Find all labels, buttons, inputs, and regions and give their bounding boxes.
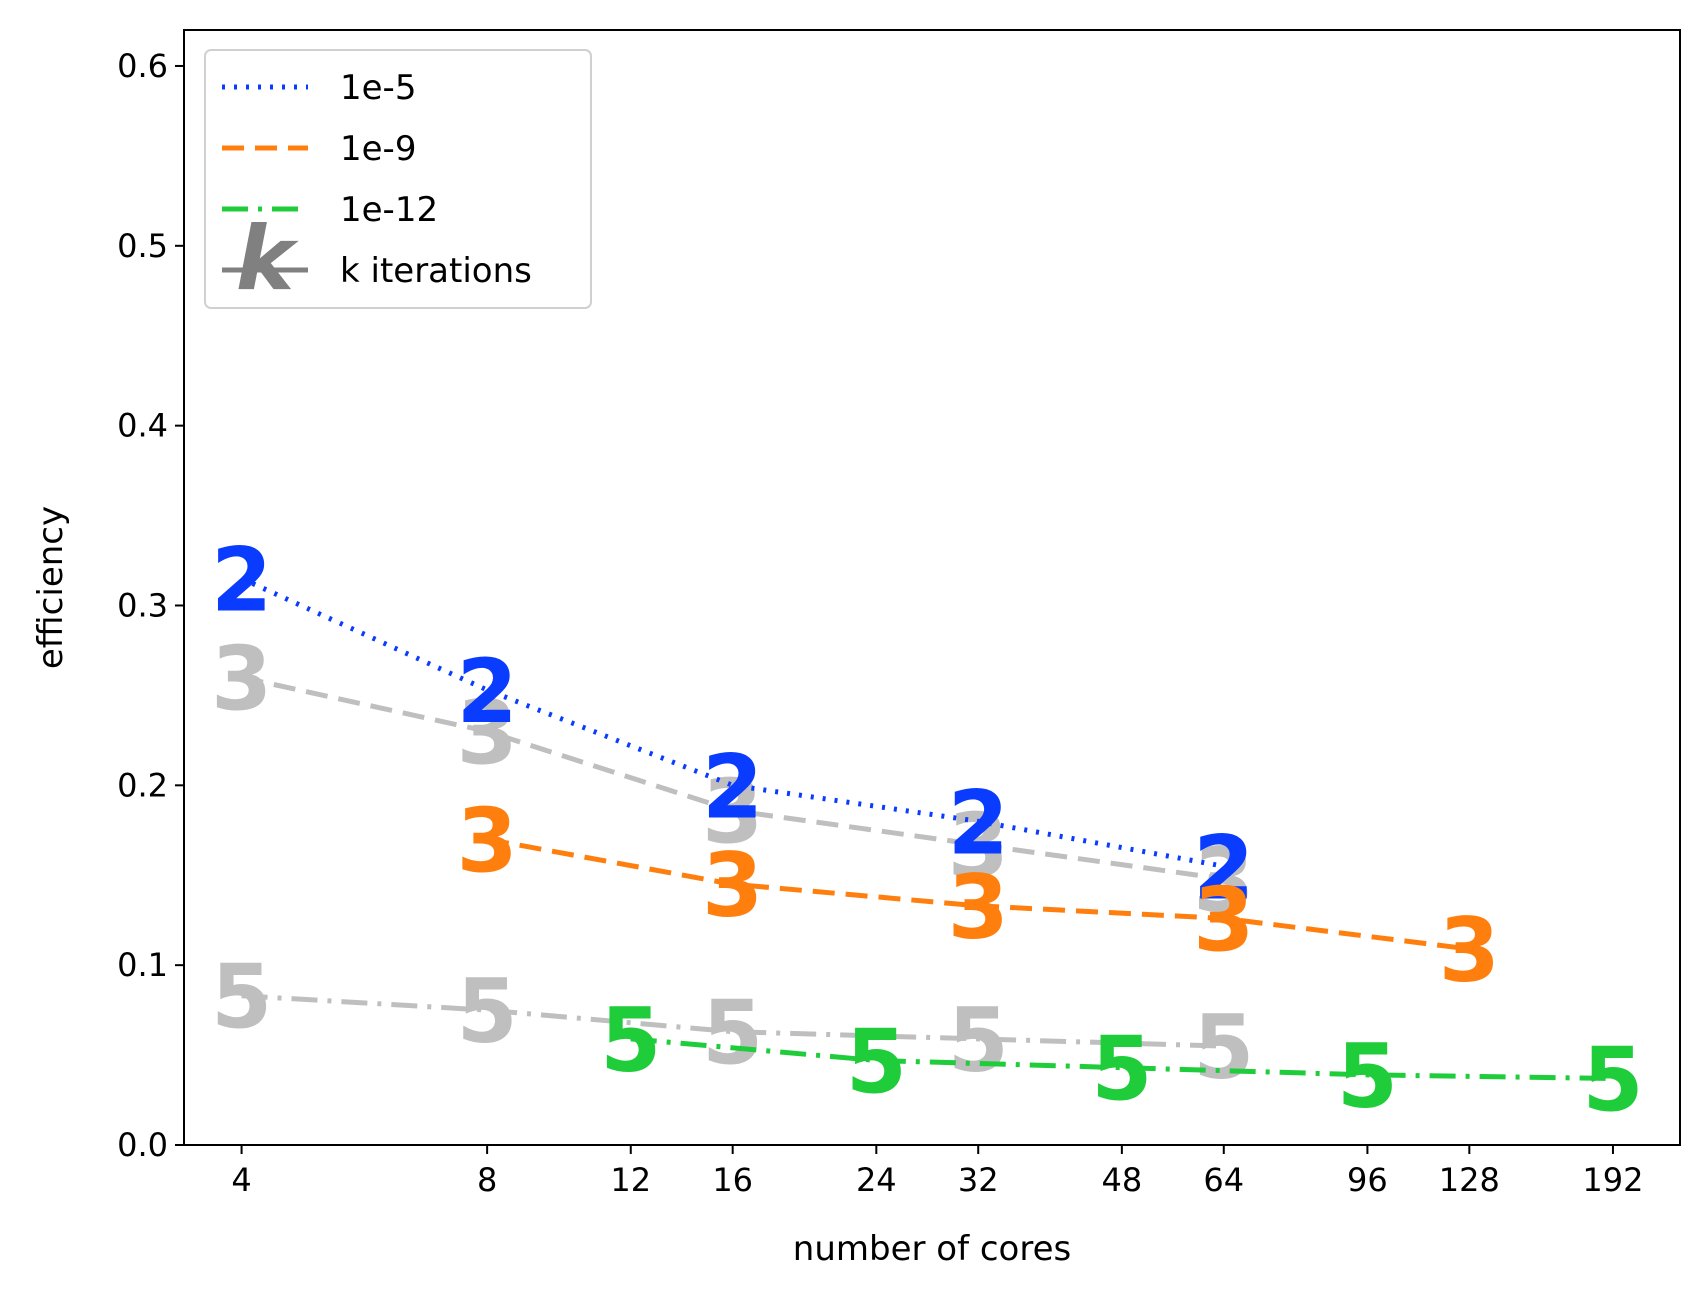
data-label: 2 bbox=[702, 735, 763, 838]
data-label: 3 bbox=[457, 681, 518, 784]
data-label: 2 bbox=[1193, 816, 1254, 919]
x-axis-ticks: 4 8 12 16 24 32 48 64 96 128 192 bbox=[231, 1145, 1643, 1199]
legend-entry: 1e-9 bbox=[222, 129, 416, 169]
series-1e-5: 2 2 2 2 2 bbox=[211, 529, 1254, 920]
data-label: 5 bbox=[600, 989, 661, 1092]
series-line bbox=[630, 1036, 1613, 1081]
legend-label: 1e-5 bbox=[340, 68, 416, 108]
legend: 1e-5 1e-9 1e-12 k k iterations bbox=[204, 49, 592, 310]
series-line bbox=[240, 576, 1225, 869]
data-label: 5 bbox=[457, 960, 518, 1063]
y-tick-label: 0.3 bbox=[117, 586, 168, 624]
data-label: 3 bbox=[1193, 829, 1254, 932]
data-label: 5 bbox=[1582, 1028, 1643, 1131]
data-label: 3 bbox=[702, 834, 763, 937]
data-label: 2 bbox=[211, 529, 272, 632]
x-tick-label: 64 bbox=[1203, 1161, 1244, 1199]
series-line bbox=[486, 836, 1470, 952]
x-tick-label: 192 bbox=[1582, 1161, 1643, 1199]
data-label: 5 bbox=[948, 989, 1009, 1092]
x-tick-label: 96 bbox=[1347, 1161, 1388, 1199]
data-label: 2 bbox=[457, 640, 518, 743]
data-label: 5 bbox=[1091, 1018, 1152, 1121]
x-tick-label: 16 bbox=[712, 1161, 753, 1199]
data-label: 3 bbox=[457, 789, 518, 892]
data-label: 5 bbox=[1337, 1025, 1398, 1128]
data-label: 3 bbox=[702, 761, 763, 864]
data-label: 5 bbox=[1193, 996, 1254, 1099]
y-tick-label: 0.4 bbox=[117, 407, 168, 445]
legend-entry: k k iterations bbox=[222, 207, 532, 310]
y-tick-label: 0.2 bbox=[117, 766, 168, 804]
data-label: 3 bbox=[948, 795, 1009, 898]
y-tick-label: 0.0 bbox=[117, 1126, 168, 1164]
x-tick-label: 24 bbox=[856, 1161, 897, 1199]
series-line bbox=[241, 993, 1224, 1049]
data-label: 3 bbox=[1439, 899, 1500, 1002]
series-line bbox=[241, 674, 1225, 882]
x-tick-label: 128 bbox=[1439, 1161, 1500, 1199]
y-tick-label: 0.5 bbox=[117, 227, 168, 265]
x-tick-label: 32 bbox=[958, 1161, 999, 1199]
legend-label: 1e-9 bbox=[340, 129, 416, 169]
y-tick-label: 0.1 bbox=[117, 946, 168, 984]
y-axis-label: efficiency bbox=[31, 506, 71, 669]
x-tick-label: 12 bbox=[610, 1161, 651, 1199]
data-label: 3 bbox=[1193, 868, 1254, 971]
legend-entry: 1e-12 bbox=[222, 190, 438, 230]
plot-frame bbox=[183, 29, 1681, 1146]
legend-label: k iterations bbox=[340, 251, 532, 291]
legend-box bbox=[204, 49, 592, 309]
y-axis-ticks: 0.0 0.1 0.2 0.3 0.4 0.5 0.6 bbox=[117, 47, 184, 1164]
axes-layer: 4 8 12 16 24 32 48 64 96 128 192 0.00.10.20.30.40.… bbox=[31, 29, 1681, 1269]
x-axis-label: number of cores bbox=[793, 1229, 1071, 1269]
legend-entry: 1e-5 bbox=[222, 68, 416, 108]
series-reference-3: 333 3 3 bbox=[211, 627, 1254, 931]
data-label: 5 bbox=[702, 982, 763, 1085]
data-label: 2 bbox=[948, 771, 1009, 874]
x-tick-label: 4 bbox=[231, 1161, 251, 1199]
legend-label: 1e-12 bbox=[340, 190, 438, 230]
data-label: 3 bbox=[211, 627, 272, 730]
x-tick-label: 8 bbox=[477, 1161, 497, 1199]
data-label: 5 bbox=[846, 1010, 907, 1113]
data-label: 3 bbox=[948, 856, 1009, 959]
y-tick-label: 0.6 bbox=[117, 47, 168, 85]
x-tick-label: 48 bbox=[1102, 1161, 1143, 1199]
data-label: 5 bbox=[211, 946, 272, 1049]
legend-marker: k bbox=[236, 207, 299, 310]
